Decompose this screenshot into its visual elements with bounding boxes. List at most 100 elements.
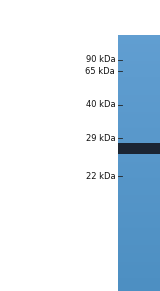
Bar	[118, 252, 160, 254]
Bar	[118, 77, 160, 79]
Bar	[118, 195, 160, 196]
Bar	[118, 55, 160, 57]
Bar	[118, 227, 160, 228]
Bar	[118, 150, 160, 151]
Text: 29 kDa: 29 kDa	[86, 134, 115, 143]
Bar	[118, 275, 160, 277]
Bar	[118, 114, 160, 116]
Bar	[118, 154, 160, 155]
Bar	[118, 132, 160, 134]
Bar	[118, 173, 160, 175]
Bar	[118, 93, 160, 95]
Bar	[118, 274, 160, 276]
Bar	[118, 269, 160, 271]
Bar	[118, 81, 160, 82]
Bar	[118, 278, 160, 279]
Bar	[118, 101, 160, 103]
Bar	[118, 45, 160, 47]
Bar	[118, 47, 160, 49]
Bar	[118, 155, 160, 157]
Bar	[118, 228, 160, 230]
Bar	[118, 236, 160, 237]
Bar	[118, 140, 160, 141]
Bar	[118, 60, 160, 62]
Bar	[118, 42, 160, 44]
Bar	[118, 201, 160, 203]
Bar	[118, 164, 160, 166]
Bar	[118, 110, 160, 112]
Bar	[118, 205, 160, 207]
Bar	[118, 136, 160, 137]
Bar	[118, 277, 160, 278]
Bar	[118, 270, 160, 272]
Bar	[118, 131, 160, 132]
Bar	[118, 73, 160, 74]
Bar	[118, 181, 160, 182]
Bar	[118, 243, 160, 245]
Bar	[118, 172, 160, 173]
Bar	[118, 102, 160, 104]
Bar	[118, 234, 160, 236]
Bar	[118, 41, 160, 42]
Bar	[118, 162, 160, 163]
Bar	[118, 177, 160, 178]
Bar	[118, 215, 160, 217]
Bar	[118, 133, 160, 135]
Bar	[118, 160, 160, 162]
Bar	[118, 65, 160, 67]
Bar	[118, 105, 160, 107]
Bar	[118, 200, 160, 201]
Bar	[118, 245, 160, 246]
Bar	[118, 76, 160, 77]
Bar	[118, 113, 160, 114]
Bar	[118, 99, 160, 100]
Bar	[118, 119, 160, 121]
Bar	[118, 166, 160, 168]
Bar	[118, 122, 160, 123]
Bar	[118, 134, 160, 136]
Bar	[118, 38, 160, 40]
Bar	[118, 88, 160, 90]
Bar	[118, 242, 160, 244]
Bar	[118, 157, 160, 159]
Bar	[118, 69, 160, 71]
Bar	[118, 165, 160, 167]
Bar	[118, 209, 160, 210]
Bar	[118, 247, 160, 249]
Bar	[118, 146, 160, 148]
Bar	[118, 282, 160, 283]
Bar	[118, 250, 160, 251]
Bar	[118, 127, 160, 128]
Bar	[118, 152, 160, 154]
Bar	[118, 229, 160, 231]
Bar	[118, 74, 160, 76]
Bar	[118, 35, 160, 36]
Bar	[118, 246, 160, 247]
Bar	[118, 281, 160, 282]
Bar	[118, 220, 160, 222]
Bar	[118, 204, 160, 205]
Bar	[118, 50, 160, 52]
Bar	[118, 187, 160, 189]
Bar	[118, 46, 160, 48]
Bar	[118, 115, 160, 117]
Bar	[118, 239, 160, 241]
Bar	[118, 233, 160, 235]
Bar	[118, 79, 160, 81]
Bar	[118, 290, 160, 291]
Bar	[118, 251, 160, 253]
Bar	[118, 189, 160, 191]
Bar	[118, 179, 160, 181]
Bar	[118, 67, 160, 68]
Bar	[118, 142, 160, 144]
Bar	[118, 104, 160, 105]
Bar	[118, 264, 160, 265]
Bar	[118, 265, 160, 267]
Bar	[118, 83, 160, 85]
Bar	[118, 111, 160, 113]
Bar	[118, 125, 160, 127]
Bar	[118, 168, 160, 169]
Bar	[118, 182, 160, 183]
Bar	[118, 137, 160, 139]
Bar	[118, 106, 160, 108]
